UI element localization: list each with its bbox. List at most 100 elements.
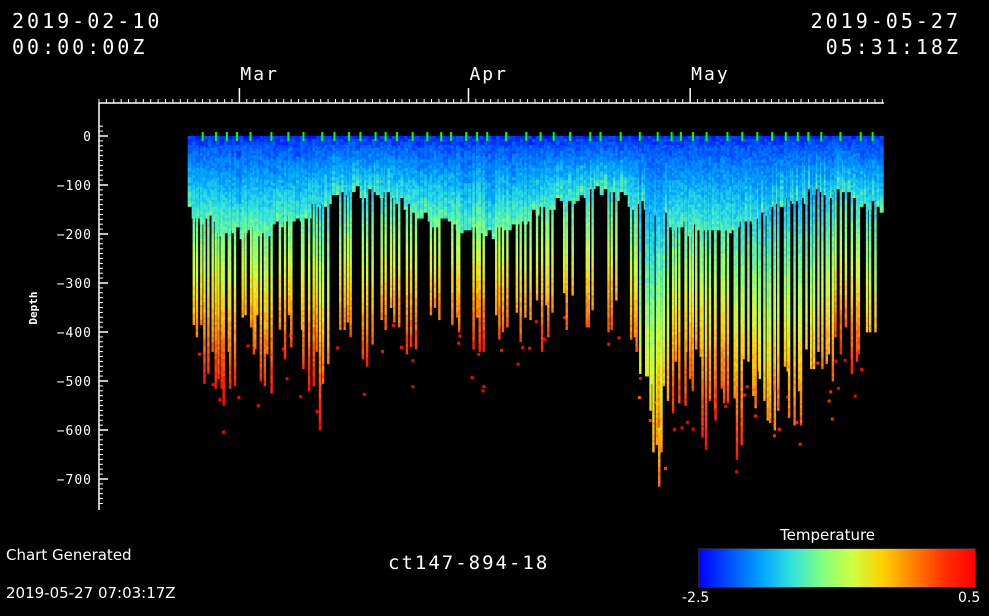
data-point xyxy=(815,138,820,143)
data-point xyxy=(743,185,748,190)
data-point xyxy=(355,153,360,157)
data-point xyxy=(479,150,484,154)
data-point xyxy=(863,141,868,146)
data-point xyxy=(295,147,300,151)
data-point xyxy=(459,174,464,178)
data-point xyxy=(759,156,764,160)
data-point xyxy=(487,185,492,190)
data-point xyxy=(499,168,504,172)
data-point xyxy=(763,150,768,154)
data-point xyxy=(355,177,360,181)
data-point xyxy=(695,180,700,184)
data-point xyxy=(200,238,203,242)
data-point xyxy=(195,202,199,205)
data-point xyxy=(483,171,488,175)
data-point xyxy=(279,138,284,143)
data-point xyxy=(351,171,356,175)
data-point xyxy=(711,153,716,157)
data-point xyxy=(695,188,700,193)
data-point xyxy=(191,141,196,146)
data-point xyxy=(435,194,440,198)
data-point xyxy=(499,141,504,146)
data-point xyxy=(715,174,720,178)
data-point xyxy=(807,136,812,140)
data-point xyxy=(499,174,504,178)
data-point xyxy=(771,136,776,140)
data-point xyxy=(419,159,424,163)
data-point xyxy=(291,194,296,198)
data-point xyxy=(323,174,328,178)
data-point xyxy=(495,141,500,146)
data-point xyxy=(419,141,424,146)
data-point xyxy=(195,260,199,264)
data-point xyxy=(427,209,432,213)
data-point xyxy=(707,136,712,140)
data-point xyxy=(399,162,404,166)
data-point xyxy=(711,138,716,143)
data-point xyxy=(327,141,332,146)
data-point xyxy=(207,141,212,146)
data-point xyxy=(527,138,532,143)
data-point xyxy=(747,215,752,219)
data-point xyxy=(339,185,344,190)
data-point xyxy=(192,231,195,235)
data-point xyxy=(611,165,616,169)
data-point xyxy=(207,183,212,187)
data-point xyxy=(207,197,212,201)
data-point xyxy=(459,209,464,213)
data-point xyxy=(611,156,616,160)
data-point xyxy=(231,206,236,210)
data-point xyxy=(695,147,700,151)
data-point xyxy=(431,138,436,143)
data-point xyxy=(411,174,416,178)
data-point xyxy=(567,177,572,181)
data-point xyxy=(415,156,420,160)
data-point xyxy=(875,136,880,140)
data-point xyxy=(603,150,608,154)
data-point xyxy=(467,215,472,219)
data-point xyxy=(723,138,728,143)
data-point xyxy=(363,168,368,172)
data-point xyxy=(851,183,856,187)
data-point xyxy=(723,141,728,146)
data-point xyxy=(463,224,468,228)
data-point xyxy=(511,159,516,163)
data-point xyxy=(503,150,508,154)
data-point xyxy=(247,185,252,190)
data-point xyxy=(192,273,195,276)
data-point xyxy=(715,168,720,172)
data-point xyxy=(499,197,504,201)
data-point xyxy=(443,162,448,166)
data-point xyxy=(235,171,240,175)
data-point xyxy=(715,180,720,184)
data-point xyxy=(367,183,372,187)
data-point xyxy=(491,209,496,213)
data-point xyxy=(463,174,468,178)
data-point xyxy=(231,200,236,204)
data-point xyxy=(803,141,808,146)
data-point xyxy=(451,185,456,190)
data-point xyxy=(200,150,203,154)
data-point xyxy=(247,180,252,184)
data-point xyxy=(759,203,764,207)
data-point xyxy=(603,177,608,181)
data-point xyxy=(727,168,732,172)
data-point xyxy=(427,138,432,143)
data-point xyxy=(207,153,212,157)
data-point xyxy=(431,218,436,222)
data-point xyxy=(491,218,496,222)
data-point xyxy=(487,183,492,187)
data-point xyxy=(287,138,292,143)
data-point xyxy=(439,200,444,204)
data-point xyxy=(387,168,392,172)
data-point xyxy=(415,147,420,151)
data-point xyxy=(192,307,195,311)
data-point xyxy=(303,144,308,149)
data-point xyxy=(563,141,568,146)
data-point xyxy=(567,156,572,160)
data-point xyxy=(447,183,452,187)
data-point xyxy=(867,138,872,143)
data-point xyxy=(363,177,368,181)
data-point xyxy=(551,147,556,151)
data-point xyxy=(595,138,600,143)
